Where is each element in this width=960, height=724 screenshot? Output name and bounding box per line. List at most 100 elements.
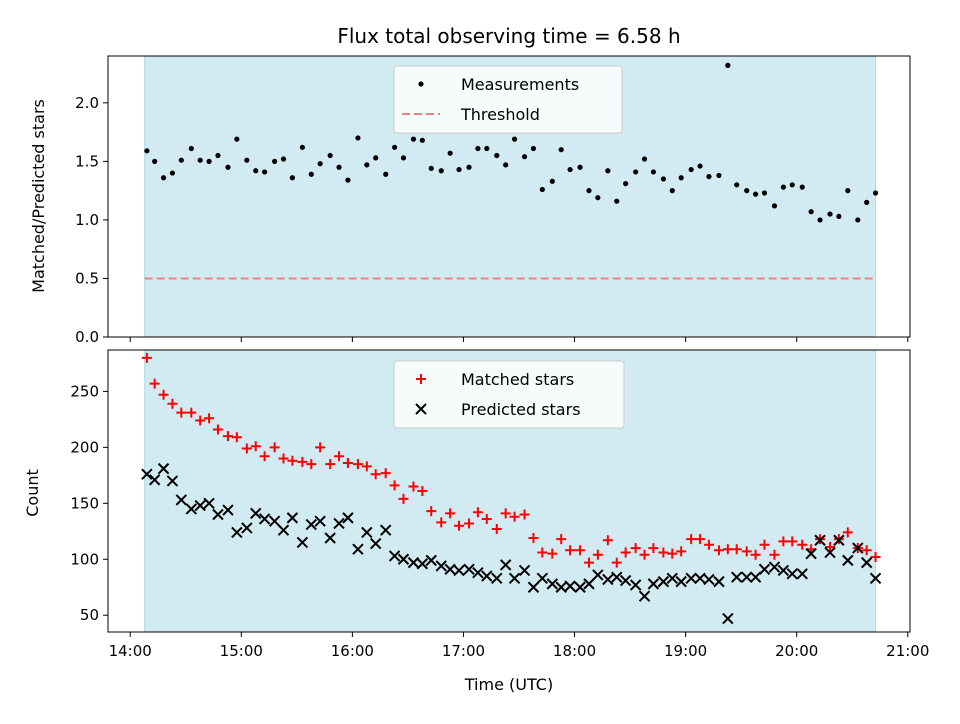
matched-star-point	[212, 424, 223, 435]
measurement-point	[633, 169, 639, 175]
chart-title: Flux total observing time = 6.58 h	[337, 24, 680, 48]
predicted-star-point	[241, 522, 253, 534]
measurement-point	[494, 152, 500, 159]
measurement-point	[577, 164, 583, 170]
measurement-point	[660, 176, 667, 182]
predicted-star-point	[305, 518, 317, 531]
legend-box	[393, 65, 623, 134]
matched-star-point	[741, 546, 752, 557]
predicted-star-point	[824, 546, 836, 559]
matched-star-point	[509, 511, 520, 522]
x-tick-label: 20:00	[775, 642, 818, 660]
predicted-star-point	[602, 573, 614, 586]
measurement-point	[308, 171, 314, 177]
matched-star-point	[241, 443, 252, 454]
legend-label: Threshold	[460, 105, 540, 124]
measurement-point	[197, 157, 203, 163]
predicted-star-point	[444, 563, 456, 576]
predicted-star-point	[758, 563, 771, 576]
predicted-star-point	[731, 571, 743, 583]
measurement-point	[789, 182, 795, 188]
measurement-point	[650, 169, 657, 175]
matched-star-point	[408, 481, 419, 492]
predicted-star-point	[786, 568, 798, 580]
measurement-point	[484, 145, 490, 152]
predicted-star-point	[268, 515, 281, 527]
measurement-point	[567, 166, 573, 173]
predicted-star-point	[491, 572, 503, 584]
predicted-star-point	[463, 563, 475, 576]
predicted-star-point	[629, 579, 642, 591]
measurement-point	[447, 150, 453, 156]
predicted-star-point	[499, 559, 512, 571]
matched-star-point	[352, 459, 363, 470]
predicted-star-point	[574, 581, 586, 593]
matched-star-point	[389, 480, 400, 491]
matched-star-point	[417, 486, 428, 496]
matched-star-point	[676, 546, 687, 557]
measurement-point	[725, 62, 731, 68]
predicted-star-point	[869, 572, 882, 584]
measurement-point	[299, 144, 305, 150]
measurement-point	[697, 163, 703, 169]
measurement-point	[289, 175, 295, 181]
predicted-star-point	[296, 536, 309, 549]
predicted-star-point	[685, 572, 697, 584]
matched-star-point	[426, 506, 437, 517]
predicted-star-point	[749, 571, 762, 583]
predicted-star-point	[425, 554, 437, 567]
measurement-point	[771, 203, 778, 209]
measurement-point	[169, 170, 176, 176]
predicted-star-point	[555, 581, 567, 593]
predicted-star-point	[175, 494, 188, 506]
matched-star-point	[870, 552, 881, 563]
measurement-point	[503, 162, 509, 168]
matched-star-point	[472, 507, 483, 518]
predicted-star-point	[342, 512, 354, 524]
y-tick-label: 0.5	[75, 269, 99, 287]
measurement-point	[678, 175, 684, 181]
predicted-star-point	[472, 566, 484, 579]
predicted-star-point	[369, 537, 382, 550]
matched-star-point	[287, 455, 298, 466]
legend-label: Predicted stars	[461, 400, 581, 419]
panel-0: 0.0 0.5 1.0 1.5 2.0 Measurements Threshold	[75, 55, 911, 346]
predicted-star-point	[361, 526, 373, 539]
predicted-star-point	[647, 578, 660, 590]
measurement-point	[706, 173, 712, 180]
measurement-point	[521, 154, 528, 160]
panel-1: 50 100 150 200 250 14:00 15:00 16:00 17:00 18:00 1…	[70, 349, 929, 660]
predicted-star-point	[592, 569, 604, 581]
measurement-point	[188, 145, 194, 152]
matched-star-point	[315, 442, 326, 453]
predicted-star-point	[194, 499, 206, 512]
matched-star-point	[231, 432, 242, 443]
predicted-star-point	[527, 581, 540, 593]
predicted-star-point	[203, 497, 215, 510]
measurement-point	[475, 145, 481, 152]
matched-star-point	[370, 469, 381, 480]
x-axis-label: Time (UTC)	[464, 675, 553, 694]
predicted-star-point	[805, 547, 817, 560]
predicted-star-point	[333, 517, 345, 530]
matched-star-point	[306, 459, 317, 470]
axes-frame	[107, 55, 911, 338]
measurement-point	[244, 157, 250, 163]
predicted-star-point	[657, 575, 670, 588]
legend: Matched stars Predicted stars	[393, 360, 625, 429]
matched-star-point	[658, 547, 669, 558]
measurement-point	[688, 166, 694, 173]
y-tick-label: 150	[70, 494, 99, 512]
predicted-star-point	[741, 571, 753, 583]
predicted-star-point	[388, 550, 401, 562]
measurement-point	[716, 172, 722, 179]
predicted-star-point	[564, 580, 576, 592]
y-tick-label: 1.0	[75, 211, 99, 229]
measurement-point	[178, 157, 184, 163]
predicted-star-point	[258, 513, 271, 525]
measurement-point	[511, 136, 518, 142]
predicted-star-point	[713, 575, 725, 588]
measurement-point	[262, 169, 268, 175]
measurement-point	[845, 188, 851, 194]
matched-star-point	[797, 539, 808, 550]
